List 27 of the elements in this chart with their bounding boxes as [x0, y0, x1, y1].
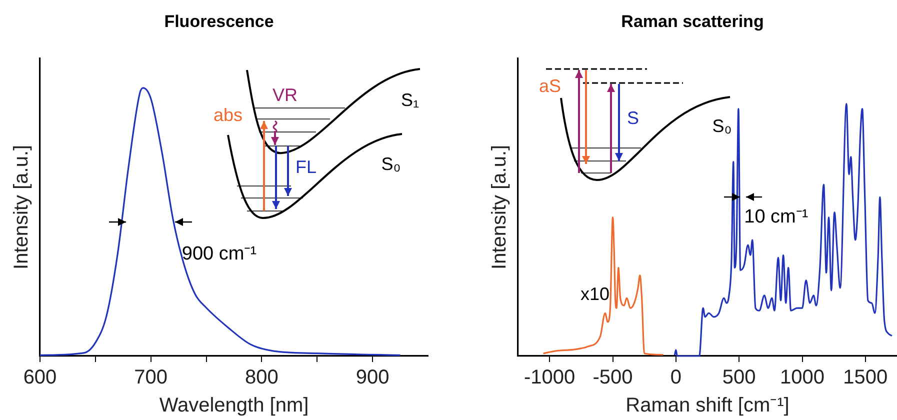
- annotation: 10 cm⁻¹: [744, 206, 808, 228]
- x-tick-label: -500: [592, 366, 633, 389]
- x-axis-title: Raman shift [cm⁻¹]: [626, 394, 790, 417]
- y-axis-title: Intensity [a.u.]: [10, 144, 33, 270]
- y-axis-title: Intensity [a.u.]: [488, 144, 511, 270]
- x-tick-label: 1000: [780, 366, 824, 389]
- energy-level-diagram: aS S S₀: [538, 68, 732, 181]
- x-tick-label: -1000: [524, 366, 576, 389]
- x-tick-label: 600: [23, 366, 57, 389]
- x-tick-label: 900: [356, 366, 390, 389]
- annotation: x10: [580, 284, 610, 304]
- x-tick-label: 0: [670, 366, 682, 389]
- annotation: 900 cm⁻¹: [182, 243, 257, 264]
- annotation: abs: [213, 104, 243, 125]
- x-axis-title: Wavelength [nm]: [159, 394, 309, 417]
- chart-title: Fluorescence: [164, 12, 274, 31]
- annotation: VR: [272, 84, 298, 105]
- x-tick-label: 500: [722, 366, 756, 389]
- annotation: S: [626, 108, 640, 128]
- x-tick-label: 800: [245, 366, 278, 389]
- annotation: FL: [295, 156, 317, 177]
- annotation: S₀: [381, 154, 401, 174]
- annotation: S₀: [712, 116, 732, 136]
- x-tick-label: 1500: [843, 366, 888, 389]
- chart-title: Raman scattering: [621, 12, 764, 31]
- annotation: S₁: [400, 90, 420, 110]
- x-tick-label: 700: [134, 366, 168, 389]
